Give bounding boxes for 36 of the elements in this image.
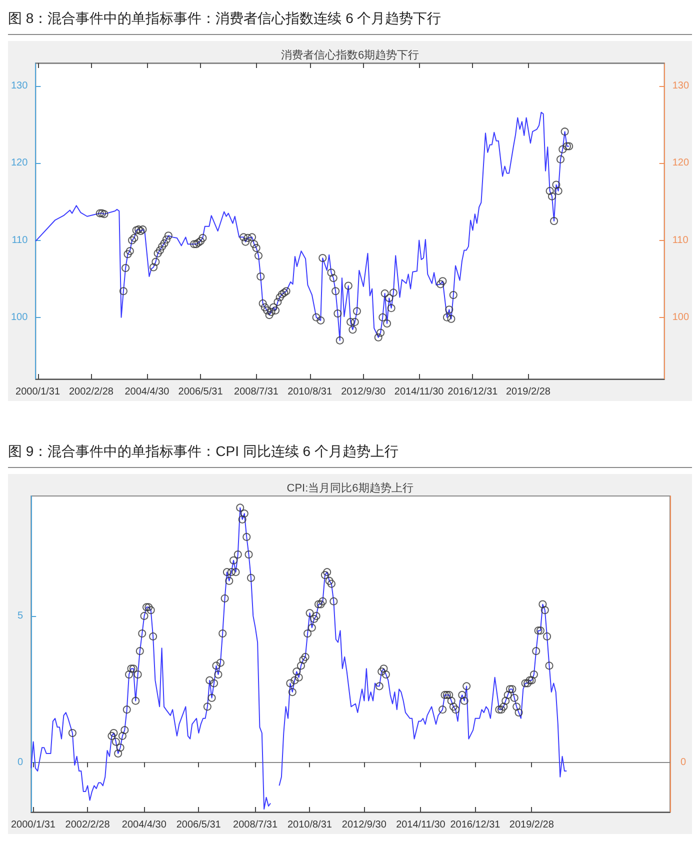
y2-tick-label: 120	[672, 158, 690, 169]
x-tick-label: 2014/11/30	[394, 386, 444, 398]
x-tick-label: 2000/1/31	[16, 386, 60, 398]
x-tick-label: 2019/2/28	[506, 386, 551, 398]
x-tick-label: 2016/12/31	[448, 386, 498, 398]
x-tick-label: 2010/8/31	[288, 386, 332, 398]
y-tick-label: 120	[10, 158, 28, 169]
y-tick-label: 100	[10, 312, 28, 323]
y2-tick-label: 130	[672, 80, 690, 92]
y2-tick-label: 110	[672, 234, 689, 246]
x-tick-label: 2002/2/28	[65, 820, 110, 830]
x-tick-label: 2006/5/31	[176, 820, 222, 830]
x-tick-label: 2000/1/31	[10, 820, 56, 830]
x-tick-label: 2012/9/30	[342, 820, 387, 830]
chart-subtitle: CPI:当月同比6期趋势上行	[286, 482, 414, 494]
x-tick-label: 2016/12/31	[450, 820, 501, 830]
chart-title: 图 9：混合事件中的单指标事件：CPI 同比连续 6 个月趋势上行	[8, 441, 692, 468]
y-tick-label: 0	[18, 756, 24, 768]
y2-tick-label: 100	[672, 312, 690, 323]
y-tick-label: 110	[12, 234, 28, 246]
x-tick-label: 2008/7/31	[234, 386, 279, 398]
y-tick-label: 130	[10, 80, 28, 92]
line-series	[35, 112, 570, 341]
x-tick-label: 2008/7/31	[233, 820, 278, 830]
x-tick-label: 2012/9/30	[341, 386, 386, 398]
x-tick-label: 2004/4/30	[124, 386, 170, 398]
x-tick-label: 2002/2/28	[68, 386, 114, 398]
x-tick-label: 2010/8/31	[287, 820, 332, 830]
chart-subtitle: 消费者信心指数6期趋势下行	[280, 48, 420, 62]
y-tick-label: 5	[18, 610, 24, 622]
text: 0	[680, 756, 686, 768]
x-tick-label: 2006/5/31	[178, 386, 224, 398]
chart-title: 图 8：混合事件中的单指标事件：消费者信心指数连续 6 个月趋势下行	[8, 8, 692, 35]
x-tick-label: 2004/4/30	[122, 820, 167, 830]
x-tick-label: 2019/2/28	[509, 820, 554, 830]
x-tick-label: 2014/11/30	[396, 820, 446, 830]
